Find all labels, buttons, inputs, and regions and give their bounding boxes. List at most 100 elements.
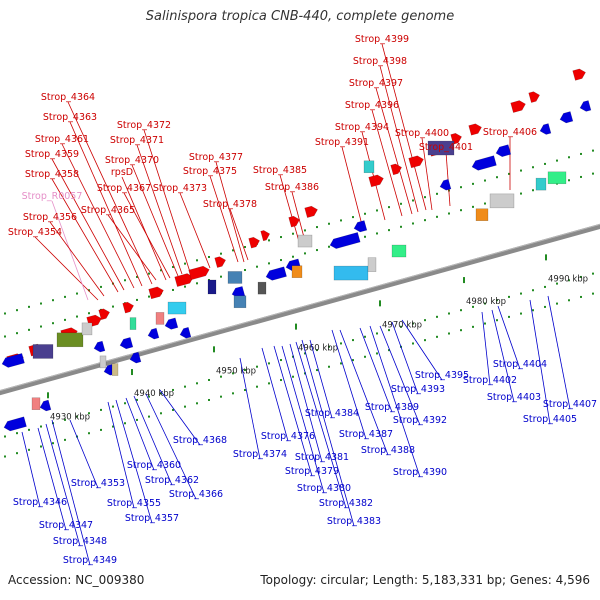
feature-block	[233, 295, 247, 309]
track-dot	[280, 236, 282, 239]
leader-line	[67, 101, 153, 285]
track-dot	[424, 339, 426, 342]
forward-gene-label: Strop_4354	[8, 227, 62, 238]
forward-gene-arrow	[260, 230, 271, 242]
track-dot	[484, 202, 486, 205]
forward-gene-arrow	[368, 174, 384, 188]
forward-gene-label: Strop_4394	[335, 122, 389, 133]
track-dot	[4, 435, 6, 438]
track-dot	[184, 285, 186, 288]
track-dot	[184, 405, 186, 408]
track-dot	[232, 372, 234, 375]
forward-gene-arrow	[188, 265, 210, 281]
forward-gene-arrow	[214, 256, 226, 268]
track-dot	[112, 425, 114, 428]
track-dot	[292, 232, 294, 235]
reverse-gene-label: Strop_4390	[393, 467, 447, 478]
reverse-gene-label: Strop_4366	[169, 489, 223, 500]
track-dot	[508, 315, 510, 318]
track-dot	[304, 352, 306, 355]
track-dot	[244, 389, 246, 392]
track-dot	[472, 205, 474, 208]
track-dot	[52, 322, 54, 325]
reverse-gene-label: Strop_4380	[297, 483, 351, 494]
reverse-gene-label: Strop_4362	[145, 475, 199, 486]
track-dot	[280, 379, 282, 382]
track-dot	[16, 332, 18, 335]
track-dot	[388, 349, 390, 352]
track-dot	[160, 392, 162, 395]
leader-line	[143, 129, 191, 273]
leader-line	[37, 427, 67, 531]
track-dot	[220, 275, 222, 278]
reverse-gene-label: Strop_4368	[173, 435, 227, 446]
forward-gene-arrow	[98, 308, 110, 321]
forward-gene-arrow	[572, 68, 586, 81]
forward-gene-arrow	[174, 273, 194, 287]
track-dot	[568, 156, 570, 159]
track-dot	[232, 392, 234, 395]
kbp-tick-label: 4970 kbp	[382, 320, 422, 330]
track-dot	[472, 182, 474, 185]
track-dot	[448, 212, 450, 215]
forward-gene-label: Strop_4363	[43, 112, 97, 123]
reverse-gene-label: Strop_4393	[391, 384, 445, 395]
reverse-gene-arrow	[495, 144, 512, 157]
reverse-gene-label: Strop_4403	[487, 392, 541, 403]
track-dot	[520, 192, 522, 195]
reverse-gene-arrow	[164, 317, 179, 330]
reverse-gene-label: Strop_4383	[327, 516, 381, 527]
reverse-gene-label: Strop_4374	[233, 449, 287, 460]
feature-block	[56, 332, 84, 348]
feature-block	[111, 363, 119, 376]
track-dot	[244, 269, 246, 272]
forward-gene-arrow	[468, 123, 482, 136]
feature-block	[129, 317, 137, 330]
forward-gene-label: Strop_4385	[253, 165, 307, 176]
kbp-tick-label: 4940 kbp	[134, 389, 174, 399]
track-dot	[340, 219, 342, 222]
track-dot	[568, 279, 570, 282]
forward-gene-label: Strop_4401	[419, 142, 473, 153]
forward-gene-label: Strop_4386	[265, 182, 319, 193]
reverse-gene-arrow	[329, 232, 361, 249]
forward-gene-label: rpsD	[111, 167, 133, 178]
forward-gene-label: Strop_4373	[153, 183, 207, 194]
forward-gene-arrow	[408, 155, 424, 169]
track-dot	[304, 229, 306, 232]
track-dot	[436, 215, 438, 218]
track-dot	[220, 375, 222, 378]
reverse-gene-label: Strop_4395	[415, 370, 469, 381]
kbp-tick-label: 4950 kbp	[216, 366, 256, 376]
track-dot	[484, 322, 486, 325]
feature-block	[475, 208, 489, 221]
reverse-gene-label: Strop_4407	[543, 399, 597, 410]
feature-block	[207, 279, 217, 295]
leader-line	[341, 146, 363, 226]
forward-gene-label: Strop_4391	[315, 137, 369, 148]
leader-line	[359, 327, 393, 413]
track-dot	[568, 299, 570, 302]
track-dot	[316, 369, 318, 372]
track-dot	[232, 249, 234, 252]
track-dot	[340, 362, 342, 365]
leader-line	[123, 192, 171, 279]
feature-block	[31, 397, 41, 410]
accession-text: Accession: NC_009380	[8, 573, 145, 587]
track-dot	[376, 352, 378, 355]
leader-line	[279, 174, 301, 246]
reverse-gene-label: Strop_4387	[339, 429, 393, 440]
track-dot	[352, 216, 354, 219]
track-dot	[64, 318, 66, 321]
track-dot	[172, 265, 174, 268]
feature-block	[391, 244, 407, 258]
reverse-gene-label: Strop_4389	[365, 402, 419, 413]
track-dot	[460, 309, 462, 312]
leader-line	[369, 325, 421, 478]
track-dot	[532, 166, 534, 169]
kbp-tick	[213, 346, 215, 353]
track-dot	[4, 335, 6, 338]
feature-block	[155, 312, 165, 325]
track-dot	[400, 225, 402, 228]
track-dot	[280, 359, 282, 362]
